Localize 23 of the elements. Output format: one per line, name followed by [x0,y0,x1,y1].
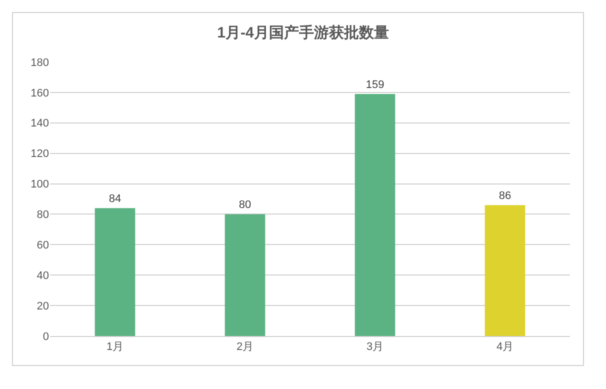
chart-title: 1月-4月国产手游获批数量 [217,24,389,42]
y-tick-label: 160 [30,87,49,100]
y-tick-label: 0 [42,330,49,343]
x-tick-label: 2月 [236,341,254,354]
bar [354,94,396,336]
x-tick-label: 3月 [366,341,384,354]
y-tick-label: 140 [30,118,49,130]
bar [94,208,136,336]
bar [224,214,266,336]
x-tick-label: 1月 [106,341,124,354]
data-label: 86 [498,190,512,202]
y-tick-label: 180 [30,56,49,69]
x-tick-label: 4月 [496,341,514,354]
y-tick-label: 100 [30,178,49,191]
y-tick-label: 20 [36,300,49,312]
data-label: 80 [238,199,252,212]
y-tick-label: 60 [36,240,49,252]
data-label: 84 [108,193,122,206]
y-tick-label: 40 [36,270,49,282]
bar [484,205,526,336]
data-label: 159 [366,78,384,91]
y-tick-label: 120 [30,148,49,160]
y-tick-label: 80 [36,209,49,222]
